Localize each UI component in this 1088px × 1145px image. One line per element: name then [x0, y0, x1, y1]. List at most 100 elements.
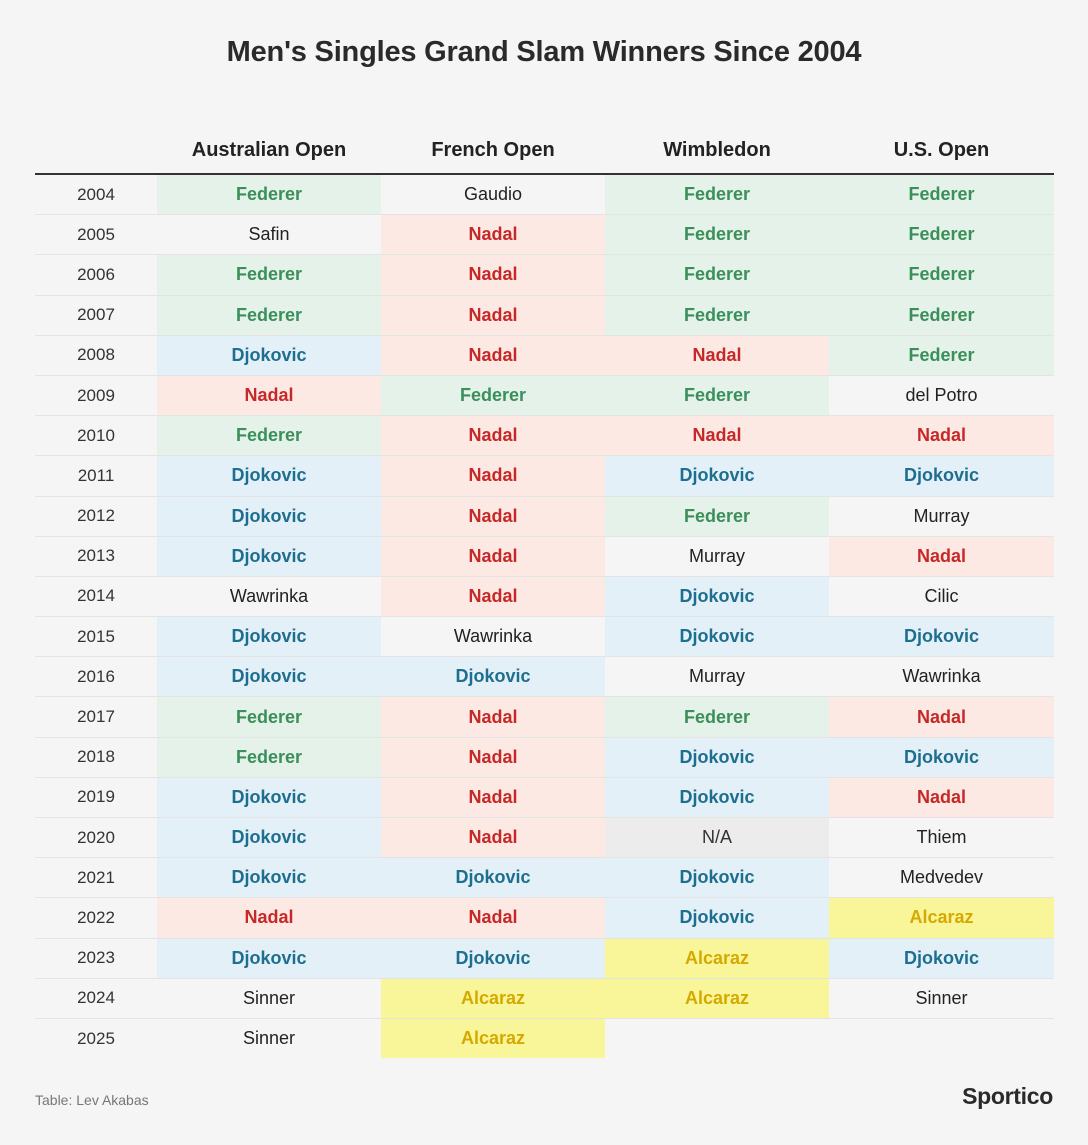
header-row: Australian Open French Open Wimbledon U.… [35, 128, 1054, 175]
us-open-winner-cell: Sinner [829, 978, 1054, 1019]
wimbledon-winner-cell: Nadal [605, 415, 829, 457]
french-open-winner-cell: Nadal [381, 335, 605, 376]
us-open-winner-cell: Federer [829, 174, 1054, 216]
source-credit: Table: Lev Akabas [35, 1092, 149, 1108]
australian-open-winner-cell: Federer [157, 295, 381, 336]
year-cell: 2012 [35, 496, 157, 537]
french-open-winner-cell: Alcaraz [381, 1018, 605, 1059]
table-row: 2004 Federer Gaudio Federer Federer [35, 174, 1054, 216]
us-open-winner-cell: Djokovic [829, 938, 1054, 979]
us-open-winner-cell [829, 1018, 1054, 1058]
year-cell: 2015 [35, 616, 157, 658]
french-open-winner-cell: Gaudio [381, 174, 605, 216]
wimbledon-winner-cell: Alcaraz [605, 938, 829, 979]
australian-open-winner-cell: Nadal [157, 897, 381, 939]
year-cell: 2011 [35, 455, 157, 497]
us-open-winner-cell: Federer [829, 214, 1054, 256]
australian-open-winner-cell: Djokovic [157, 777, 381, 819]
wimbledon-winner-cell: Djokovic [605, 616, 829, 658]
wimbledon-winner-cell: Murray [605, 656, 829, 698]
us-open-winner-cell: Djokovic [829, 737, 1054, 778]
australian-open-winner-cell: Djokovic [157, 536, 381, 577]
year-cell: 2020 [35, 817, 157, 859]
table-row: 2016 Djokovic Djokovic Murray Wawrinka [35, 656, 1054, 698]
french-open-winner-cell: Nadal [381, 817, 605, 859]
year-cell: 2013 [35, 536, 157, 577]
table-row: 2024 Sinner Alcaraz Alcaraz Sinner [35, 978, 1054, 1019]
us-open-winner-cell: Federer [829, 295, 1054, 336]
french-open-winner-cell: Djokovic [381, 656, 605, 698]
french-open-winner-cell: Djokovic [381, 938, 605, 979]
year-cell: 2018 [35, 737, 157, 778]
wimbledon-winner-cell: Nadal [605, 335, 829, 376]
australian-open-winner-cell: Wawrinka [157, 576, 381, 618]
year-cell: 2025 [77, 1028, 115, 1048]
french-open-winner-cell: Nadal [381, 455, 605, 497]
wimbledon-winner-cell: Federer [605, 174, 829, 216]
australian-open-winner-cell: Federer [157, 415, 381, 457]
wimbledon-winner-cell: Alcaraz [605, 978, 829, 1019]
chart-title: Men's Singles Grand Slam Winners Since 2… [226, 36, 862, 68]
sportico-logo: Sportico [962, 1083, 1053, 1109]
wimbledon-winner-cell: Djokovic [605, 737, 829, 778]
french-open-winner-cell: Nadal [381, 254, 605, 296]
us-open-winner-cell: Nadal [829, 415, 1054, 457]
table-row: 2023 Djokovic Djokovic Alcaraz Djokovic [35, 938, 1054, 979]
wimbledon-winner-cell: Federer [605, 696, 829, 738]
wimbledon-winner-cell: Federer [605, 375, 829, 417]
year-cell: 2007 [35, 295, 157, 336]
year-cell: 2017 [35, 696, 157, 738]
table-row: 2022 Nadal Nadal Djokovic Alcaraz [35, 897, 1054, 939]
australian-open-winner-cell: Sinner [242, 1028, 296, 1049]
french-open-winner-cell: Nadal [381, 897, 605, 939]
table-row: 2006 Federer Nadal Federer Federer [35, 254, 1054, 296]
french-open-winner-cell: Wawrinka [381, 616, 605, 658]
us-open-winner-cell: Thiem [829, 817, 1054, 859]
table-row: 2009 Nadal Federer Federer del Potro [35, 375, 1054, 417]
us-open-winner-cell: Medvedev [829, 857, 1054, 899]
french-open-winner-cell: Nadal [381, 696, 605, 738]
year-cell: 2021 [35, 857, 157, 899]
french-open-winner-cell: Alcaraz [381, 978, 605, 1019]
wimbledon-winner-cell: Djokovic [605, 576, 829, 618]
year-cell: 2005 [35, 214, 157, 256]
table-row: 2013 Djokovic Nadal Murray Nadal [35, 536, 1054, 577]
australian-open-winner-cell: Federer [157, 737, 381, 778]
wimbledon-winner-cell: Djokovic [605, 777, 829, 819]
year-cell: 2014 [35, 576, 157, 618]
year-cell: 2009 [35, 375, 157, 417]
table-row: 2015 Djokovic Wawrinka Djokovic Djokovic [35, 616, 1054, 658]
wimbledon-winner-cell: N/A [605, 817, 829, 859]
table-body: 2004 Federer Gaudio Federer Federer 2005 Safin… [35, 174, 1054, 1059]
australian-open-winner-cell: Safin [157, 214, 381, 256]
french-open-winner-cell: Nadal [381, 415, 605, 457]
table-row: 2018 Federer Nadal Djokovic Djokovic [35, 737, 1054, 778]
table-row: 2012 Djokovic Nadal Federer Murray [35, 496, 1054, 537]
wimbledon-winner-cell: Murray [605, 536, 829, 577]
french-open-winner-cell: Nadal [381, 576, 605, 618]
us-open-winner-cell: Nadal [829, 536, 1054, 577]
australian-open-winner-cell: Djokovic [157, 496, 381, 537]
table-row: 2011 Djokovic Nadal Djokovic Djokovic [35, 455, 1054, 497]
french-open-winner-cell: Nadal [381, 777, 605, 819]
us-open-winner-cell: Murray [829, 496, 1054, 537]
year-cell: 2024 [35, 978, 157, 1019]
year-cell: 2016 [35, 656, 157, 698]
year-cell: 2022 [35, 897, 157, 939]
australian-open-winner-cell: Djokovic [157, 656, 381, 698]
wimbledon-winner-cell: Federer [605, 496, 829, 537]
australian-open-winner-cell: Djokovic [157, 857, 381, 899]
australian-open-winner-cell: Federer [157, 254, 381, 296]
wimbledon-winner-cell: Federer [605, 254, 829, 296]
column-header-year [35, 128, 157, 175]
table-row: 2020 Djokovic Nadal N/A Thiem [35, 817, 1054, 859]
year-cell: 2023 [35, 938, 157, 979]
french-open-winner-cell: Nadal [381, 214, 605, 256]
australian-open-winner-cell: Nadal [157, 375, 381, 417]
table-row: 2008 Djokovic Nadal Nadal Federer [35, 335, 1054, 376]
australian-open-winner-cell: Djokovic [157, 335, 381, 376]
year-cell: 2004 [35, 174, 157, 216]
australian-open-winner-cell: Federer [157, 696, 381, 738]
australian-open-winner-cell: Djokovic [157, 616, 381, 658]
australian-open-winner-cell: Djokovic [157, 817, 381, 859]
